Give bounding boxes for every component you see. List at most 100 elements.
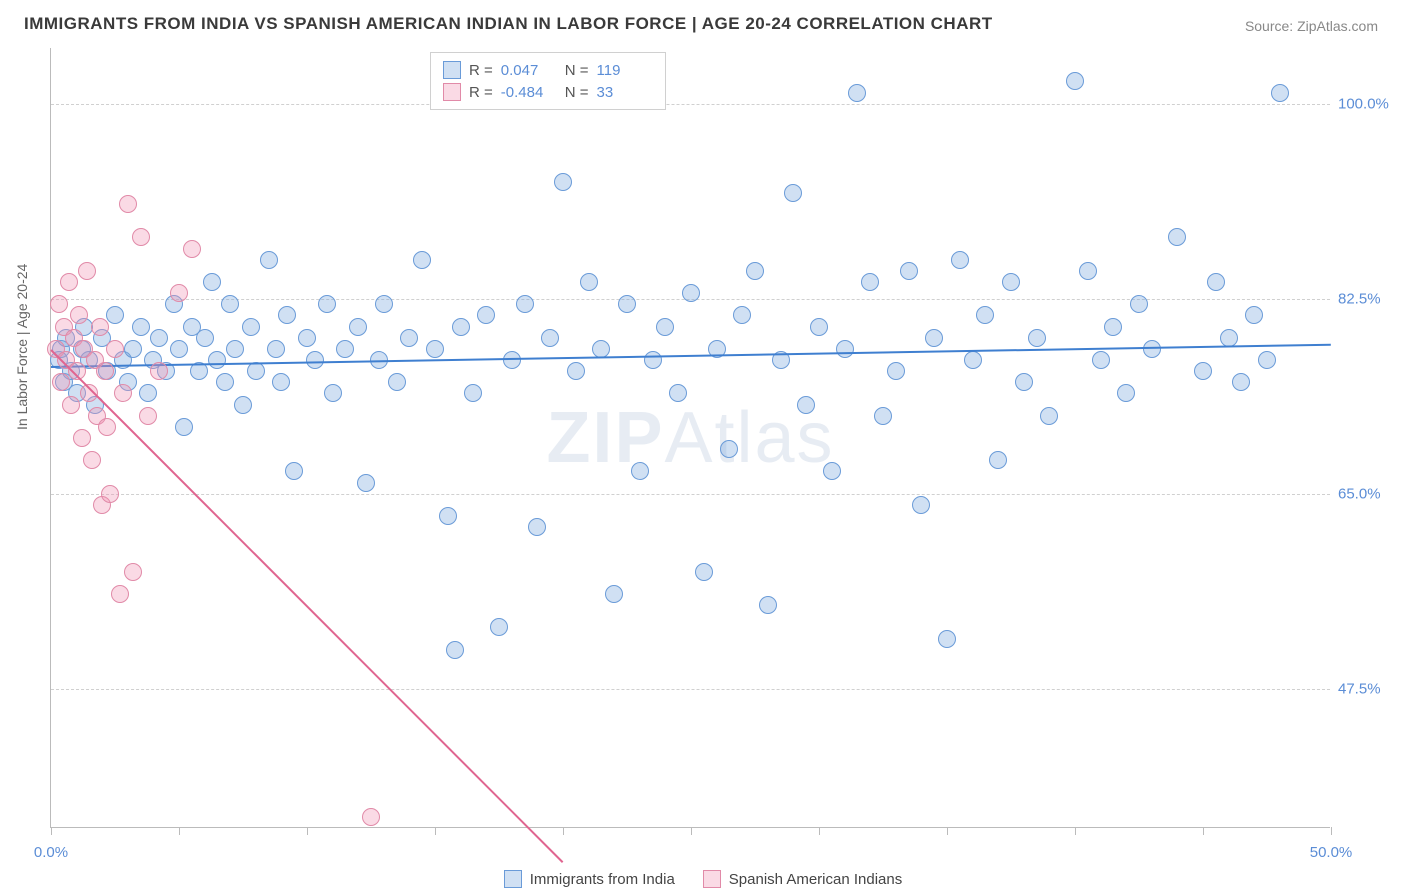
data-point <box>848 84 866 102</box>
data-point <box>1028 329 1046 347</box>
n-label: N = <box>565 62 589 79</box>
data-point <box>733 306 751 324</box>
data-point <box>83 451 101 469</box>
legend-stat-row: R =-0.484N =33 <box>443 81 653 103</box>
data-point <box>1040 407 1058 425</box>
data-point <box>516 295 534 313</box>
data-point <box>106 306 124 324</box>
data-point <box>267 340 285 358</box>
x-tick <box>1331 827 1332 835</box>
data-point <box>298 329 316 347</box>
x-tick <box>435 827 436 835</box>
data-point <box>234 396 252 414</box>
trend-line <box>50 349 563 863</box>
data-point <box>861 273 879 291</box>
data-point <box>208 351 226 369</box>
x-tick <box>179 827 180 835</box>
data-point <box>242 318 260 336</box>
data-point <box>1092 351 1110 369</box>
data-point <box>119 195 137 213</box>
data-point <box>695 563 713 581</box>
data-point <box>170 340 188 358</box>
legend-label: Immigrants from India <box>530 871 675 888</box>
data-point <box>464 384 482 402</box>
data-point <box>669 384 687 402</box>
data-point <box>170 284 188 302</box>
data-point <box>887 362 905 380</box>
data-point <box>349 318 367 336</box>
data-point <box>439 507 457 525</box>
data-point <box>73 429 91 447</box>
y-tick-label: 47.5% <box>1338 680 1398 697</box>
y-tick-label: 82.5% <box>1338 290 1398 307</box>
source-attribution: Source: ZipAtlas.com <box>1245 18 1378 34</box>
data-point <box>938 630 956 648</box>
data-point <box>285 462 303 480</box>
data-point <box>413 251 431 269</box>
data-point <box>1015 373 1033 391</box>
legend-item: Spanish American Indians <box>703 870 902 888</box>
data-point <box>784 184 802 202</box>
data-point <box>1079 262 1097 280</box>
data-point <box>605 585 623 603</box>
x-tick <box>1203 827 1204 835</box>
data-point <box>221 295 239 313</box>
data-point <box>175 418 193 436</box>
legend-stat-row: R =0.047N =119 <box>443 59 653 81</box>
r-value: -0.484 <box>501 84 557 101</box>
data-point <box>306 351 324 369</box>
data-point <box>477 306 495 324</box>
y-tick-label: 65.0% <box>1338 485 1398 502</box>
data-point <box>150 329 168 347</box>
data-point <box>452 318 470 336</box>
x-tick-label: 0.0% <box>34 844 68 861</box>
x-tick <box>819 827 820 835</box>
data-point <box>101 485 119 503</box>
data-point <box>618 295 636 313</box>
data-point <box>1232 373 1250 391</box>
data-point <box>976 306 994 324</box>
data-point <box>912 496 930 514</box>
legend-swatch <box>443 61 461 79</box>
x-tick <box>563 827 564 835</box>
data-point <box>900 262 918 280</box>
data-point <box>62 396 80 414</box>
data-point <box>567 362 585 380</box>
data-point <box>656 318 674 336</box>
data-point <box>746 262 764 280</box>
data-point <box>989 451 1007 469</box>
data-point <box>183 240 201 258</box>
data-point <box>98 418 116 436</box>
data-point <box>114 384 132 402</box>
data-point <box>78 262 96 280</box>
r-value: 0.047 <box>501 62 557 79</box>
data-point <box>324 384 342 402</box>
data-point <box>1002 273 1020 291</box>
data-point <box>446 641 464 659</box>
y-axis-label: In Labor Force | Age 20-24 <box>14 264 30 430</box>
data-point <box>400 329 418 347</box>
x-tick <box>307 827 308 835</box>
n-value: 33 <box>597 84 653 101</box>
data-point <box>925 329 943 347</box>
data-point <box>797 396 815 414</box>
chart-title: IMMIGRANTS FROM INDIA VS SPANISH AMERICA… <box>24 14 993 34</box>
data-point <box>964 351 982 369</box>
gridline <box>51 104 1330 105</box>
data-point <box>490 618 508 636</box>
data-point <box>375 295 393 313</box>
data-point <box>426 340 444 358</box>
data-point <box>106 340 124 358</box>
x-tick <box>691 827 692 835</box>
data-point <box>357 474 375 492</box>
n-label: N = <box>565 84 589 101</box>
n-value: 119 <box>597 62 653 79</box>
data-point <box>1117 384 1135 402</box>
data-point <box>150 362 168 380</box>
series-legend: Immigrants from India Spanish American In… <box>0 870 1406 888</box>
data-point <box>541 329 559 347</box>
data-point <box>60 273 78 291</box>
data-point <box>226 340 244 358</box>
data-point <box>874 407 892 425</box>
gridline <box>51 689 1330 690</box>
